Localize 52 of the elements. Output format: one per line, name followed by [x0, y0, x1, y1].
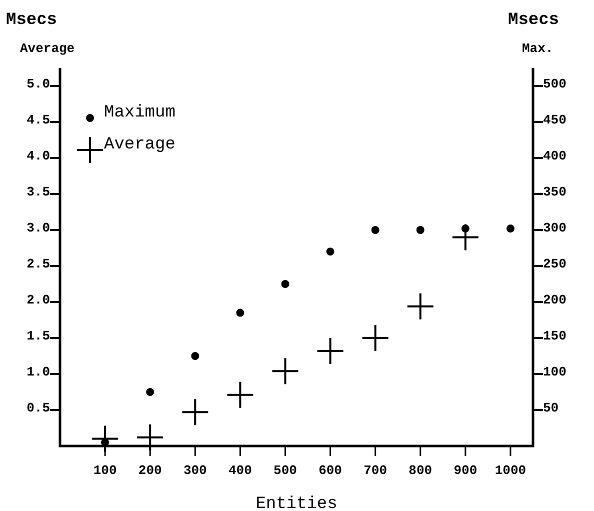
x-tick-label: 100: [93, 463, 117, 478]
point: [236, 308, 244, 317]
point: [416, 226, 424, 234]
y2-tick-label: 400: [543, 148, 567, 164]
x-tick-label: 700: [364, 463, 388, 478]
legend-label: Average: [104, 135, 176, 154]
point: [317, 338, 344, 364]
point: [326, 248, 334, 256]
point: [227, 382, 254, 408]
y-tick-label: 1.0: [26, 364, 50, 380]
y-tick-label: 4.5: [26, 112, 50, 128]
x-tick-label: 300: [183, 463, 208, 478]
point: [506, 224, 514, 233]
legend-label: Maximum: [104, 103, 176, 122]
point: [362, 325, 388, 351]
x-axis-title: Entities: [256, 495, 338, 511]
y-axis-title: Msecs Average: [6, 11, 75, 56]
y2-tick-label: 100: [543, 364, 567, 380]
y2-tick-label: 350: [543, 184, 567, 200]
point: [92, 426, 118, 452]
x-tick-label: 400: [228, 463, 252, 478]
y-tick-label: 3.5: [26, 184, 50, 200]
y2-tick-label: 450: [543, 112, 567, 128]
x-tick-label: 900: [454, 463, 478, 478]
y2-axis-title: Msecs Max.: [508, 11, 560, 56]
x-tick-label: 200: [138, 463, 162, 478]
y2-tick-label: 300: [543, 220, 567, 236]
point: [371, 226, 380, 234]
y-tick-label: 2.0: [26, 292, 50, 308]
y-tick-label: 2.5: [26, 256, 50, 272]
point: [272, 358, 298, 384]
y-tick-label: 1.5: [26, 328, 50, 344]
x-tick-label: 600: [318, 463, 342, 478]
point: [191, 352, 200, 360]
y2-tick-label: 50: [543, 400, 559, 416]
point: [146, 388, 154, 396]
point: [281, 280, 290, 288]
point: [452, 224, 478, 250]
x-tick-label: 1000: [494, 463, 526, 478]
y2-tick-label: 500: [543, 76, 567, 92]
x-tick-label: 800: [408, 463, 432, 478]
y2-tick-label: 150: [543, 328, 567, 344]
point: [182, 399, 208, 426]
y-tick-label: 3.0: [26, 220, 50, 236]
x-tick-label: 500: [274, 463, 298, 478]
y-tick-label: 4.0: [26, 148, 50, 164]
y2-tick-label: 200: [543, 292, 567, 308]
y2-tick-label: 250: [543, 256, 567, 272]
y-tick-label: 0.5: [26, 400, 50, 416]
y-tick-label: 5.0: [26, 76, 50, 92]
point: [137, 424, 164, 450]
point: [407, 293, 434, 320]
